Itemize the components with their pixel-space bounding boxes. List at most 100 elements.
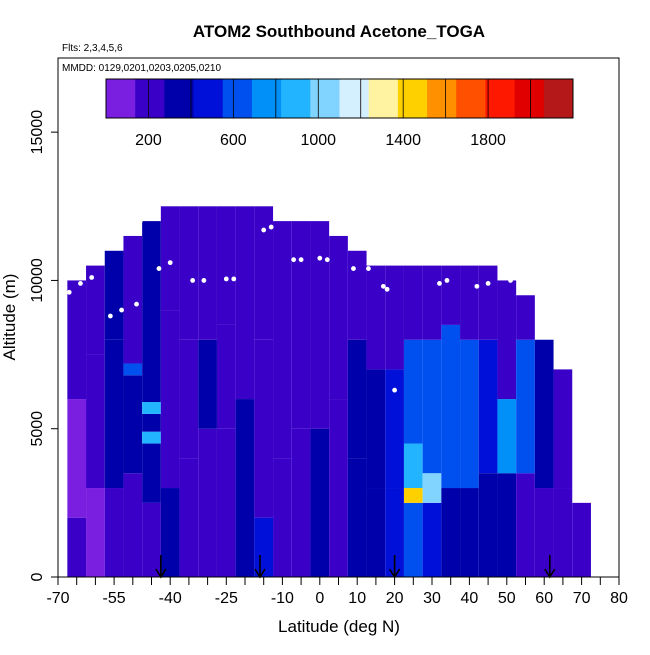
heatmap-cell — [572, 502, 591, 577]
colorbar: 200 600 1000 1400 1800 — [105, 78, 574, 149]
flight-track-point — [167, 260, 173, 266]
colorbar-tick-label: 600 — [220, 132, 247, 149]
heatmap-cell — [104, 250, 124, 340]
heatmap-cell — [460, 265, 479, 340]
colorbar-swatch — [397, 79, 428, 118]
heatmap-cell — [273, 458, 292, 577]
x-tick-label: 50 — [498, 590, 516, 607]
x-tick-label: -10 — [271, 590, 294, 607]
flight-track-point — [145, 209, 151, 215]
heatmap-cell — [160, 488, 180, 577]
x-tick-label: 30 — [423, 590, 441, 607]
x-tick-label: 0 — [315, 590, 324, 607]
heatmap-cell — [478, 339, 498, 474]
flight-track-point — [351, 266, 356, 271]
heatmap-cell — [123, 473, 143, 577]
heatmap-cell — [235, 206, 255, 400]
heatmap-cell — [347, 458, 367, 577]
y-tick-label: 15000 — [29, 110, 46, 155]
heatmap-cell — [104, 339, 124, 489]
colorbar-swatch — [485, 79, 516, 118]
flight-track-point — [231, 276, 237, 282]
heatmap-cell — [67, 517, 87, 577]
heatmap-cell — [142, 502, 161, 577]
flight-track-point — [78, 280, 83, 286]
heatmap-cell — [478, 265, 498, 340]
colorbar-swatch — [251, 79, 282, 118]
heatmap-cell — [441, 265, 461, 325]
heatmap-cell — [534, 488, 554, 577]
heatmap-cell — [422, 265, 442, 340]
x-tick-label: 70 — [573, 590, 591, 607]
flight-track-point — [66, 289, 72, 295]
x-tick-label: -55 — [103, 590, 126, 607]
flight-track-point — [384, 286, 390, 292]
x-tick-label: -25 — [215, 590, 238, 607]
heatmap-cell — [534, 339, 554, 489]
colorbar-tick-label: 1400 — [385, 132, 421, 149]
heatmap-cell — [216, 206, 236, 325]
heatmap-cell — [273, 221, 292, 459]
y-tick-label: 0 — [29, 572, 46, 581]
flight-track-point — [119, 307, 124, 313]
colorbar-swatch — [222, 79, 253, 118]
heatmap-cell — [123, 375, 143, 474]
heatmap-cell — [553, 488, 573, 577]
colorbar-swatch — [310, 79, 340, 118]
heatmap-cell — [235, 399, 255, 577]
flight-track-point — [392, 387, 397, 393]
x-tick-label: 80 — [610, 590, 628, 607]
heatmap-cell — [179, 339, 199, 459]
heatmap-cell — [516, 339, 535, 474]
colorbar-tick-label: 1000 — [300, 132, 336, 149]
heatmap-cell — [123, 363, 143, 376]
heatmap-cell — [254, 339, 274, 518]
flight-track-point — [291, 257, 297, 263]
heatmap-cell — [478, 473, 498, 577]
heatmap-cell — [422, 473, 442, 503]
heatmap-cell — [497, 473, 517, 577]
y-axis: 0 5000 10000 15000 — [29, 110, 58, 581]
x-tick-label: 20 — [386, 590, 404, 607]
x-axis-label: Latitude (deg N) — [278, 617, 400, 636]
colorbar-swatch — [193, 79, 224, 118]
heatmap-cell — [310, 221, 330, 429]
y-tick-label: 10000 — [29, 258, 46, 303]
flight-track-point — [190, 278, 196, 283]
flight-track-point — [317, 255, 323, 261]
heatmap-cell — [366, 369, 386, 489]
flight-track-point — [485, 280, 491, 286]
flight-track-point — [437, 280, 442, 286]
colorbar-swatch — [135, 79, 165, 118]
x-tick-label: -40 — [159, 590, 182, 607]
heatmap-cell — [553, 369, 573, 489]
heatmap-cell — [67, 399, 87, 518]
flight-track-point — [526, 289, 532, 295]
heatmap-cell — [460, 488, 479, 577]
heatmap-cell — [142, 431, 161, 444]
flight-track-point — [324, 257, 330, 263]
heatmap-cell — [385, 369, 404, 489]
x-axis: -70 -55 -40 -25 -10 0 10 20 30 40 50 60 70 80 — [46, 577, 628, 607]
colorbar-tick-label: 200 — [135, 132, 162, 149]
y-tick-label: 5000 — [29, 411, 46, 447]
colorbar-swatch — [339, 79, 370, 118]
x-tick-label: -70 — [46, 590, 69, 607]
heatmap-cell — [142, 443, 161, 503]
flight-track-point — [261, 227, 267, 233]
heatmap-cell — [366, 265, 386, 370]
heatmap-cell — [497, 399, 517, 474]
heatmap-cell — [422, 502, 442, 577]
flight-track-point — [107, 313, 113, 319]
heatmap-cell — [422, 339, 442, 474]
flight-track-point — [137, 218, 143, 224]
heatmap-cell — [198, 206, 217, 340]
heatmap-cell — [403, 265, 423, 340]
y-axis-label: Altitude (m) — [0, 274, 19, 361]
colorbar-frame — [105, 78, 574, 119]
chart-title: ATOM2 Southbound Acetone_TOGA — [193, 22, 485, 41]
flight-track-point — [156, 266, 162, 271]
heatmap-cell — [86, 488, 105, 577]
flight-track-points — [66, 209, 532, 393]
